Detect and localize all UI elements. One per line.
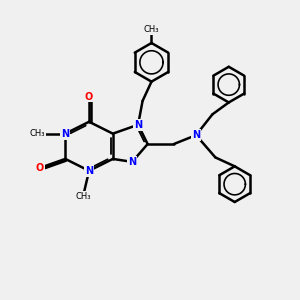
Text: CH₃: CH₃ — [144, 25, 159, 34]
Text: N: N — [61, 129, 69, 139]
Text: N: N — [128, 157, 136, 167]
Text: CH₃: CH₃ — [29, 129, 45, 138]
Text: N: N — [192, 130, 200, 140]
Text: O: O — [36, 163, 44, 173]
Text: N: N — [85, 166, 93, 176]
Text: O: O — [85, 92, 93, 101]
Text: N: N — [134, 120, 142, 130]
Text: CH₃: CH₃ — [75, 192, 91, 201]
